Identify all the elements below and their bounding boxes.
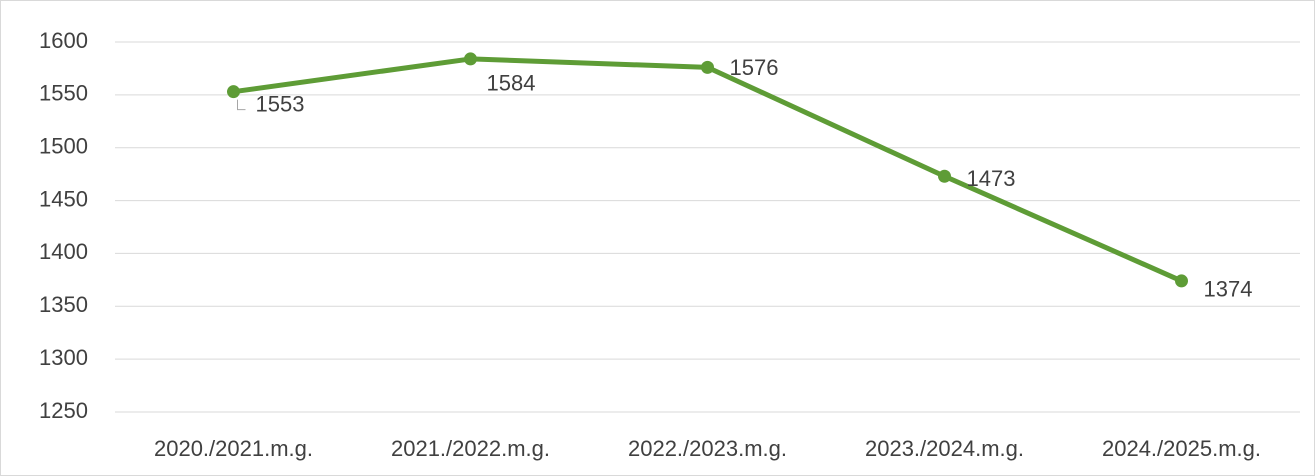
y-tick-label: 1450 [39, 186, 88, 211]
data-label: 1473 [967, 166, 1016, 191]
x-tick-label: 2024./2025.m.g. [1102, 436, 1261, 461]
y-tick-label: 1500 [39, 134, 88, 159]
leader-line [237, 99, 246, 111]
y-tick-label: 1250 [39, 398, 88, 423]
y-tick-label: 1550 [39, 81, 88, 106]
data-label: 1576 [730, 55, 779, 80]
data-label: 1584 [487, 71, 536, 96]
y-tick-label: 1600 [39, 28, 88, 53]
y-tick-label: 1300 [39, 345, 88, 370]
data-label: 1374 [1204, 277, 1253, 302]
y-tick-label: 1350 [39, 292, 88, 317]
data-point [464, 52, 477, 66]
data-point [938, 169, 951, 183]
y-tick-label: 1400 [39, 239, 88, 264]
x-tick-label: 2023./2024.m.g. [865, 436, 1024, 461]
x-tick-label: 2021./2022.m.g. [391, 436, 550, 461]
data-point [701, 60, 714, 74]
x-tick-label: 2022./2023.m.g. [628, 436, 787, 461]
data-label: 1553 [256, 91, 305, 116]
data-point [227, 85, 240, 99]
x-tick-label: 2020./2021.m.g. [154, 436, 313, 461]
data-point [1175, 274, 1188, 288]
